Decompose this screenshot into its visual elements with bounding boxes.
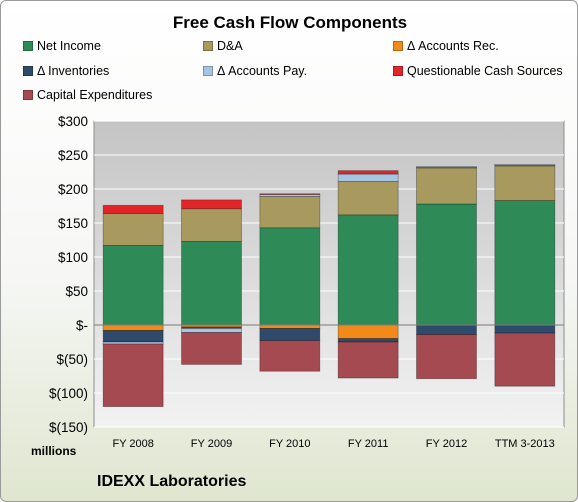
legend-label: Δ Inventories <box>37 64 110 78</box>
legend-swatch <box>23 41 33 51</box>
bar-segment <box>181 327 242 333</box>
bar-segment <box>416 324 477 335</box>
bar-segment <box>337 324 399 340</box>
legend-item: Net Income <box>23 39 101 53</box>
company-name: IDEXX Laboratories <box>97 473 247 490</box>
bar-segment <box>181 208 242 242</box>
bar-segment <box>416 203 477 326</box>
bar-segment <box>494 165 556 201</box>
chart-plot: $300 $250 $200 $150 $100 $50 $- $(50) $(100) $(15… <box>49 114 565 450</box>
bar-segment <box>337 338 399 343</box>
bar-segment <box>337 181 399 216</box>
bar-segment <box>102 330 164 343</box>
plot-area <box>93 120 565 428</box>
legend-item: Questionable Cash Sources <box>393 64 563 78</box>
x-tick-label: FY 2008 <box>112 438 153 450</box>
legend-item: D&A <box>203 39 243 53</box>
bar-segment <box>494 164 556 166</box>
legend-swatch <box>203 66 213 76</box>
y-tick-label: $- <box>76 318 88 333</box>
legend-label: Δ Accounts Pay. <box>217 64 308 78</box>
bar-segment <box>102 245 164 326</box>
y-tick-label: $100 <box>58 250 88 265</box>
bar-segment <box>102 213 164 246</box>
bar-segment <box>259 196 321 229</box>
legend-item: Δ Accounts Pay. <box>203 64 307 78</box>
bar-segment <box>494 324 556 334</box>
y-tick-label: $(150) <box>49 420 88 435</box>
bar-segment <box>337 214 399 326</box>
legend-swatch <box>23 66 33 76</box>
legend-item: Δ Accounts Rec. <box>393 39 499 53</box>
y-tick-label: $(100) <box>49 386 88 401</box>
bar-segment <box>181 240 242 326</box>
legend-label: Net Income <box>37 39 101 53</box>
bar-segment <box>494 200 556 326</box>
y-tick-label: $50 <box>65 284 88 299</box>
x-tick-label: FY 2009 <box>191 438 232 450</box>
bar-segment <box>102 324 164 331</box>
y-tick-label: $150 <box>58 216 88 231</box>
legend-label: Capital Expenditures <box>37 88 153 102</box>
bar-segment <box>259 327 321 342</box>
legend-item: Capital Expenditures <box>23 88 152 102</box>
legend-swatch <box>393 41 403 51</box>
x-tick-label: FY 2011 <box>348 438 389 450</box>
bar-segment <box>259 193 321 195</box>
legend-label: Questionable Cash Sources <box>407 64 563 78</box>
x-tick-label: TTM 3-2013 <box>495 438 555 450</box>
bar-segment <box>337 341 399 379</box>
y-tick-label: $200 <box>58 182 88 197</box>
y-tick-label: $(50) <box>56 352 88 367</box>
bar-segment <box>259 227 321 326</box>
bar-segment <box>259 340 321 372</box>
y-tick-label: $300 <box>58 114 88 129</box>
bar-segment <box>416 167 477 205</box>
legend-label: D&A <box>217 39 243 53</box>
legend-swatch <box>203 41 213 51</box>
bar-segment <box>416 166 477 169</box>
x-tick-label: FY 2012 <box>426 438 467 450</box>
y-tick-label: $250 <box>58 148 88 163</box>
bar-segment <box>102 204 164 214</box>
legend-label: Δ Accounts Rec. <box>407 39 499 53</box>
bar-segment <box>337 173 399 182</box>
legend-swatch <box>393 66 403 76</box>
x-tick-label: FY 2010 <box>269 438 310 450</box>
chart-title: Free Cash Flow Components <box>172 13 408 32</box>
bar-segment <box>416 334 477 380</box>
bar-segment <box>416 166 477 168</box>
units-label: millions <box>31 444 77 458</box>
bar-segment <box>181 332 242 365</box>
legend-swatch <box>23 90 33 100</box>
bar-segment <box>102 343 164 408</box>
bar-segment <box>259 194 321 197</box>
bar-segment <box>181 199 242 210</box>
bar-segment <box>259 324 321 329</box>
bar-segment <box>337 170 399 175</box>
bar-segment <box>494 332 556 387</box>
legend-item: Δ Inventories <box>23 64 109 78</box>
